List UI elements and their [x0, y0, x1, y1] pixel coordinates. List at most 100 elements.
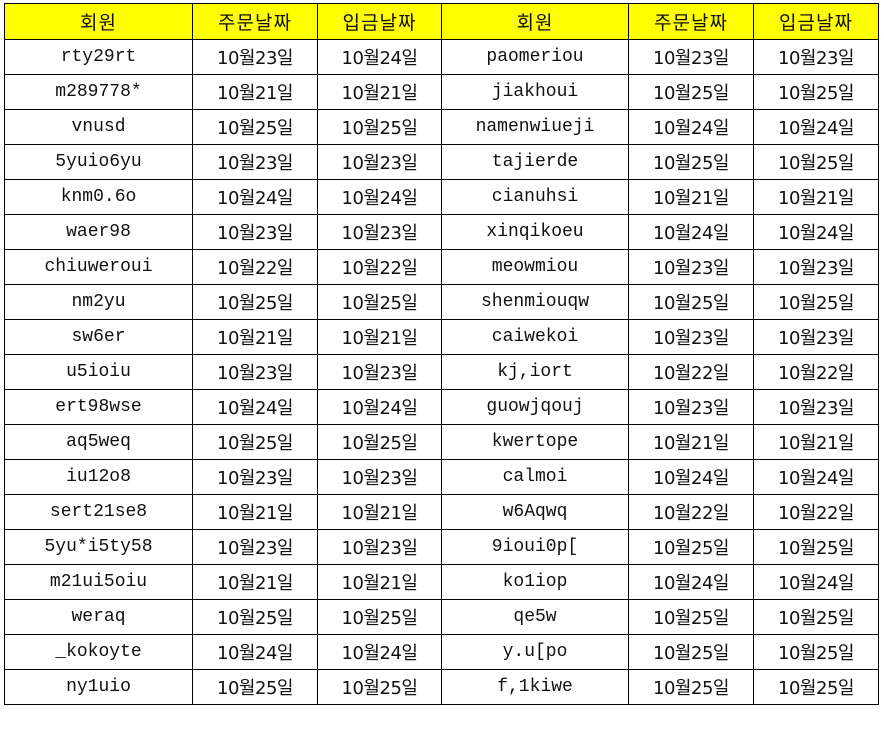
order-date-cell[interactable]: 10월23일 [628, 319, 754, 355]
member-cell[interactable]: aq5weq [4, 424, 193, 460]
member-cell[interactable]: m289778* [4, 74, 193, 110]
order-date-cell[interactable]: 10월22일 [628, 354, 754, 390]
payment-date-cell[interactable]: 10월23일 [317, 529, 442, 565]
member-cell[interactable]: nm2yu [4, 284, 193, 320]
member-cell[interactable]: namenwiueji [441, 109, 629, 145]
header-order-date[interactable]: 주문날짜 [192, 3, 318, 40]
payment-date-cell[interactable]: 10월24일 [753, 109, 879, 145]
payment-date-cell[interactable]: 10월22일 [317, 249, 442, 285]
order-date-cell[interactable]: 10월21일 [628, 424, 754, 460]
member-cell[interactable]: chiuweroui [4, 249, 193, 285]
payment-date-cell[interactable]: 10월24일 [317, 179, 442, 215]
order-date-cell[interactable]: 10월23일 [192, 529, 318, 565]
order-date-cell[interactable]: 10월21일 [192, 494, 318, 530]
payment-date-cell[interactable]: 10월21일 [317, 319, 442, 355]
order-date-cell[interactable]: 10월23일 [192, 214, 318, 250]
payment-date-cell[interactable]: 10월25일 [753, 144, 879, 180]
member-cell[interactable]: ko1iop [441, 564, 629, 600]
order-date-cell[interactable]: 10월23일 [192, 459, 318, 495]
member-cell[interactable]: tajierde [441, 144, 629, 180]
order-date-cell[interactable]: 10월24일 [628, 109, 754, 145]
payment-date-cell[interactable]: 10월23일 [317, 214, 442, 250]
header-payment-date[interactable]: 입금날짜 [317, 3, 442, 40]
order-date-cell[interactable]: 10월22일 [628, 494, 754, 530]
payment-date-cell[interactable]: 10월25일 [753, 284, 879, 320]
payment-date-cell[interactable]: 10월23일 [753, 249, 879, 285]
payment-date-cell[interactable]: 10월25일 [317, 669, 442, 705]
member-cell[interactable]: guowjqouj [441, 389, 629, 425]
order-date-cell[interactable]: 10월21일 [192, 564, 318, 600]
order-date-cell[interactable]: 10월21일 [628, 179, 754, 215]
member-cell[interactable]: 5yuio6yu [4, 144, 193, 180]
order-date-cell[interactable]: 10월23일 [628, 249, 754, 285]
order-date-cell[interactable]: 10월24일 [192, 389, 318, 425]
order-date-cell[interactable]: 10월25일 [628, 284, 754, 320]
payment-date-cell[interactable]: 10월25일 [317, 284, 442, 320]
payment-date-cell[interactable]: 10월25일 [317, 424, 442, 460]
order-date-cell[interactable]: 10월23일 [628, 39, 754, 75]
payment-date-cell[interactable]: 10월25일 [753, 529, 879, 565]
payment-date-cell[interactable]: 10월21일 [317, 74, 442, 110]
order-date-cell[interactable]: 10월23일 [192, 39, 318, 75]
member-cell[interactable]: kj,iort [441, 354, 629, 390]
member-cell[interactable]: meowmiou [441, 249, 629, 285]
member-cell[interactable]: iu12o8 [4, 459, 193, 495]
order-date-cell[interactable]: 10월25일 [192, 109, 318, 145]
payment-date-cell[interactable]: 10월21일 [753, 179, 879, 215]
order-date-cell[interactable]: 10월24일 [192, 634, 318, 670]
payment-date-cell[interactable]: 10월21일 [317, 494, 442, 530]
payment-date-cell[interactable]: 10월22일 [753, 494, 879, 530]
order-date-cell[interactable]: 10월25일 [192, 599, 318, 635]
order-date-cell[interactable]: 10월24일 [628, 564, 754, 600]
payment-date-cell[interactable]: 10월23일 [753, 39, 879, 75]
member-cell[interactable]: ny1uio [4, 669, 193, 705]
member-cell[interactable]: weraq [4, 599, 193, 635]
member-cell[interactable]: rty29rt [4, 39, 193, 75]
member-cell[interactable]: jiakhoui [441, 74, 629, 110]
payment-date-cell[interactable]: 10월23일 [753, 319, 879, 355]
header-member[interactable]: 회원 [441, 3, 629, 40]
payment-date-cell[interactable]: 10월23일 [317, 144, 442, 180]
payment-date-cell[interactable]: 10월23일 [753, 389, 879, 425]
payment-date-cell[interactable]: 10월24일 [317, 39, 442, 75]
member-cell[interactable]: shenmiouqw [441, 284, 629, 320]
payment-date-cell[interactable]: 10월24일 [753, 214, 879, 250]
order-date-cell[interactable]: 10월25일 [628, 599, 754, 635]
member-cell[interactable]: m21ui5oiu [4, 564, 193, 600]
order-date-cell[interactable]: 10월25일 [628, 74, 754, 110]
member-cell[interactable]: xinqikoeu [441, 214, 629, 250]
order-date-cell[interactable]: 10월25일 [192, 284, 318, 320]
member-cell[interactable]: y.u[po [441, 634, 629, 670]
member-cell[interactable]: 9ioui0p[ [441, 529, 629, 565]
order-date-cell[interactable]: 10월23일 [628, 389, 754, 425]
header-payment-date[interactable]: 입금날짜 [753, 3, 879, 40]
order-date-cell[interactable]: 10월23일 [192, 144, 318, 180]
member-cell[interactable]: vnusd [4, 109, 193, 145]
payment-date-cell[interactable]: 10월25일 [753, 634, 879, 670]
payment-date-cell[interactable]: 10월21일 [317, 564, 442, 600]
order-date-cell[interactable]: 10월24일 [628, 214, 754, 250]
payment-date-cell[interactable]: 10월25일 [753, 669, 879, 705]
order-date-cell[interactable]: 10월25일 [628, 669, 754, 705]
member-cell[interactable]: _kokoyte [4, 634, 193, 670]
payment-date-cell[interactable]: 10월24일 [317, 634, 442, 670]
order-date-cell[interactable]: 10월24일 [192, 179, 318, 215]
payment-date-cell[interactable]: 10월25일 [317, 599, 442, 635]
payment-date-cell[interactable]: 10월24일 [317, 389, 442, 425]
member-cell[interactable]: qe5w [441, 599, 629, 635]
order-date-cell[interactable]: 10월25일 [628, 529, 754, 565]
order-date-cell[interactable]: 10월21일 [192, 74, 318, 110]
member-cell[interactable]: caiwekoi [441, 319, 629, 355]
payment-date-cell[interactable]: 10월25일 [753, 599, 879, 635]
member-cell[interactable]: paomeriou [441, 39, 629, 75]
member-cell[interactable]: 5yu*i5ty58 [4, 529, 193, 565]
order-date-cell[interactable]: 10월25일 [192, 669, 318, 705]
member-cell[interactable]: w6Aqwq [441, 494, 629, 530]
payment-date-cell[interactable]: 10월25일 [753, 74, 879, 110]
member-cell[interactable]: kwertope [441, 424, 629, 460]
order-date-cell[interactable]: 10월22일 [192, 249, 318, 285]
member-cell[interactable]: cianuhsi [441, 179, 629, 215]
order-date-cell[interactable]: 10월21일 [192, 319, 318, 355]
member-cell[interactable]: u5ioiu [4, 354, 193, 390]
payment-date-cell[interactable]: 10월21일 [753, 424, 879, 460]
